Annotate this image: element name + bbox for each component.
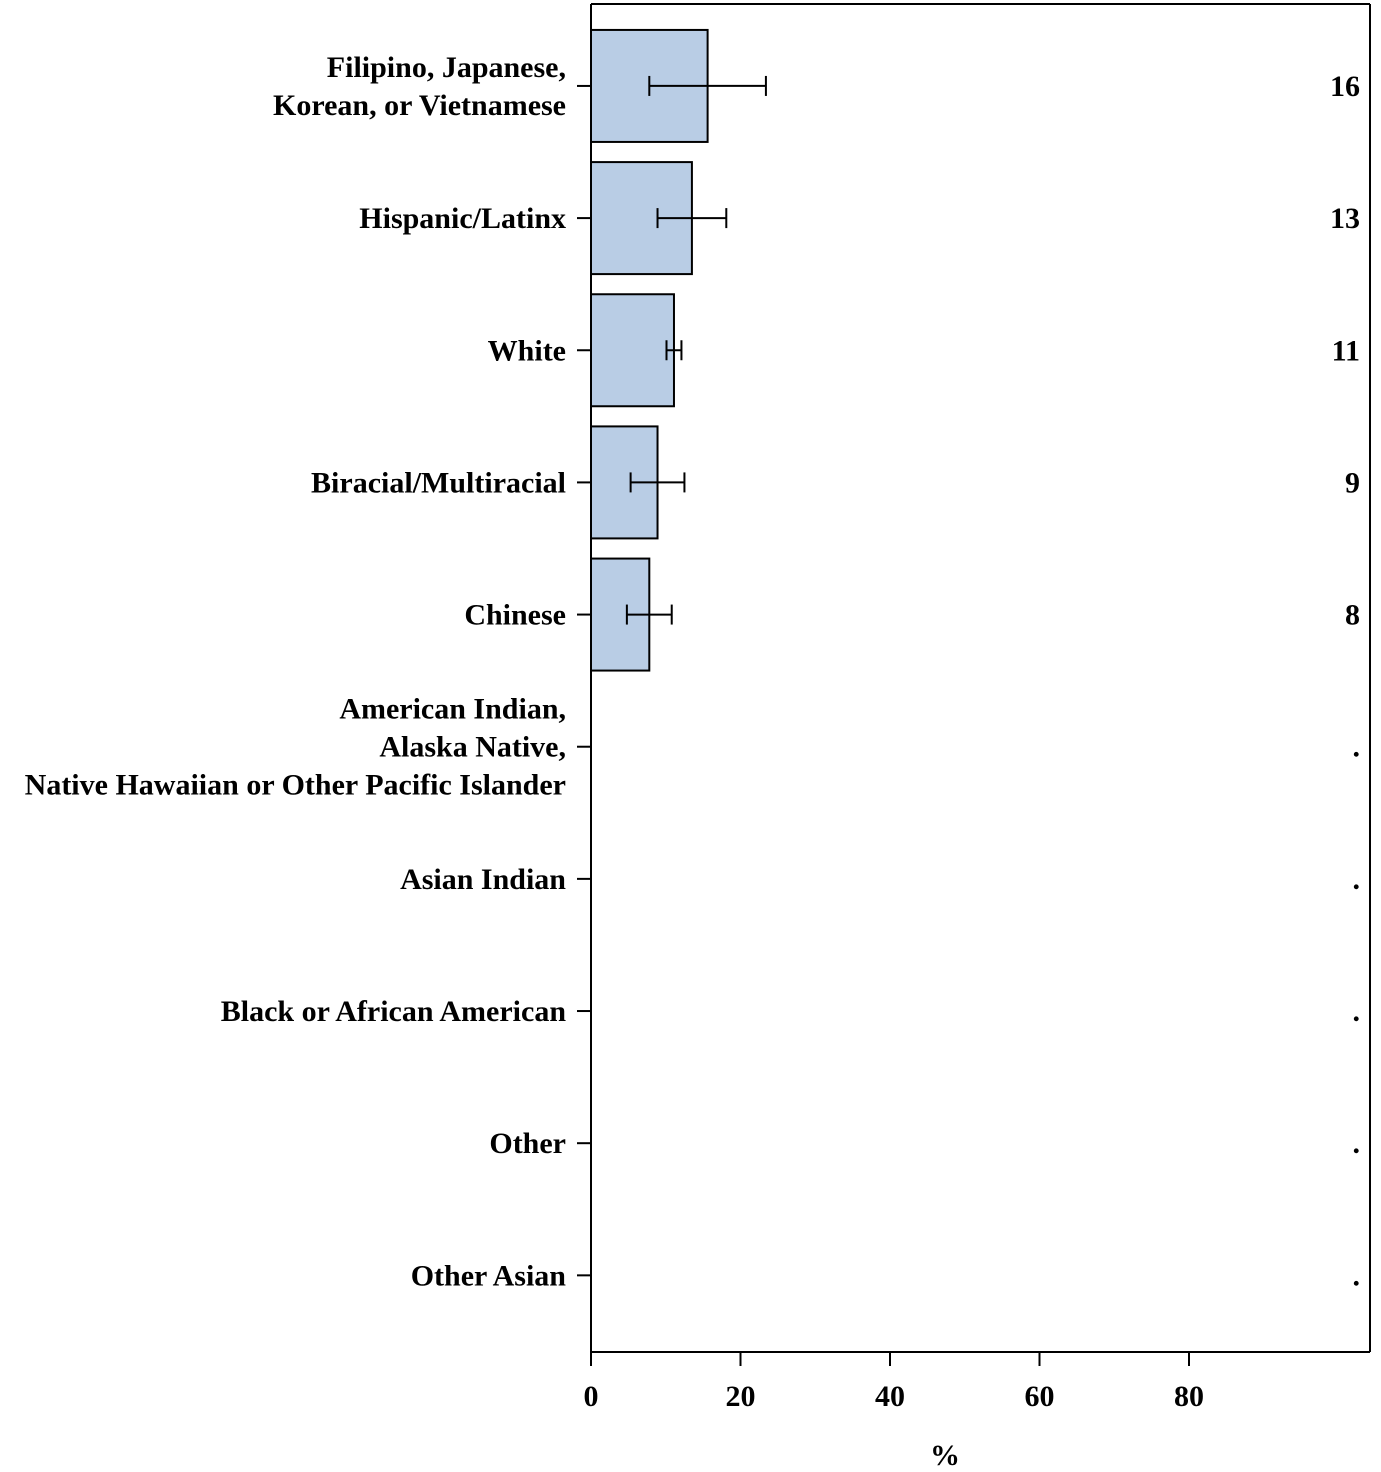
value-label: . [1353,863,1361,896]
value-label: 16 [1330,70,1360,103]
category-label: Filipino, Japanese, [327,51,566,84]
category-label: Alaska Native, [379,731,566,764]
category-label: Native Hawaiian or Other Pacific Islande… [25,769,566,802]
category-label: Other [489,1127,566,1160]
category-label: Other Asian [411,1259,567,1292]
x-tick-label: 60 [1025,1380,1055,1413]
plot-frame [590,3,1371,1353]
category-label: Biracial/Multiracial [311,466,566,499]
category-label: Hispanic/Latinx [359,202,566,235]
y-ticks-group [577,84,591,1277]
error-bars-group [625,75,767,625]
bars-group [590,28,709,672]
x-tick-label: 80 [1174,1380,1204,1413]
x-tick-label: 40 [875,1380,905,1413]
category-labels-group: Filipino, Japanese, Korean, or Vietnamese… [25,51,567,1292]
category-label: American Indian, [339,693,566,726]
x-tick-label: 20 [726,1380,756,1413]
value-label: . [1353,995,1361,1028]
x-tick-label: 0 [584,1380,599,1413]
category-label: Black or African American [221,995,567,1028]
category-label: Chinese [464,599,566,632]
value-label: 13 [1330,202,1360,235]
x-axis-label: % [930,1439,960,1472]
category-label: Asian Indian [400,863,566,896]
value-label: . [1353,731,1361,764]
bar [590,293,675,408]
value-label: 8 [1345,599,1360,632]
category-label: Korean, or Vietnamese [273,89,566,122]
value-label: 11 [1332,334,1360,367]
value-label: . [1353,1259,1361,1292]
value-label: 9 [1345,466,1360,499]
value-label: . [1353,1127,1361,1160]
value-labels-group: 16 13 11 9 8..... [1330,70,1360,1292]
category-label: White [488,334,566,367]
x-ticks-group: 0 20 40 60 80 [584,1352,1204,1413]
